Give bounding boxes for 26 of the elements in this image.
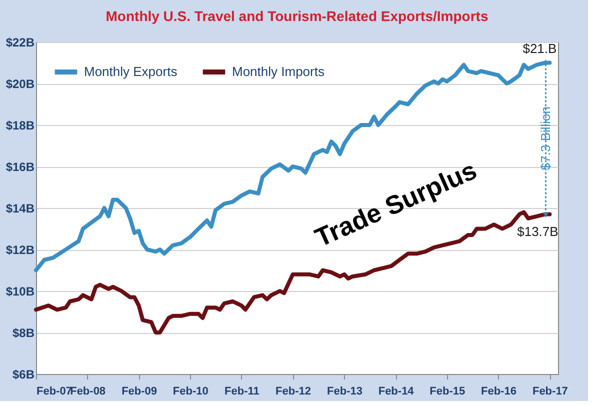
y-tick-label: $18B [6,118,35,132]
x-tick-label: Feb-14 [378,386,415,398]
y-tick-label: $8B [12,326,35,340]
x-tick-label: Feb-08 [70,386,106,398]
y-tick-label: $12B [6,243,35,257]
x-tick-label: Feb-15 [430,386,466,398]
annotation: $13.7B [517,224,558,240]
legend-label: Monthly Imports [232,64,325,79]
x-tick-label: Feb-17 [532,386,568,398]
y-tick-label: $14B [6,202,35,216]
chart-title: Monthly U.S. Travel and Tourism-Related Exports/Imports [106,8,488,24]
x-tick-label: Feb-11 [224,386,260,398]
x-tick-label: Feb-09 [122,386,158,398]
x-tick-label: Feb-07 [36,386,72,398]
x-tick-label: Feb-12 [276,386,312,398]
annotation: $21.B [522,40,557,56]
y-tick-label: $10B [6,284,35,298]
x-tick-label: Feb-13 [327,386,362,398]
annotation: $7.3 Billion [538,106,553,170]
x-tick-label: Feb-10 [172,386,208,398]
y-tick-label: $6B [12,368,35,382]
y-tick-label: $16B [6,160,35,174]
legend-label: Monthly Exports [84,64,178,79]
y-tick-label: $20B [6,77,35,91]
y-tick-label: $22B [6,36,35,50]
x-tick-label: Feb-16 [481,386,516,398]
